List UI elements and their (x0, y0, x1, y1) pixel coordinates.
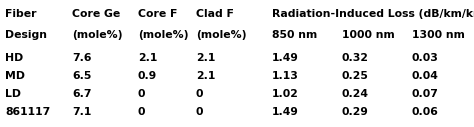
Text: 7.6: 7.6 (72, 53, 91, 63)
Text: (mole%): (mole%) (196, 30, 246, 40)
Text: 1.49: 1.49 (272, 53, 299, 63)
Text: 0.29: 0.29 (342, 107, 369, 117)
Text: Radiation-Induced Loss (dB/km/krad: Radiation-Induced Loss (dB/km/krad (272, 9, 474, 19)
Text: 0: 0 (196, 89, 203, 99)
Text: 0: 0 (196, 107, 203, 117)
Text: Fiber: Fiber (5, 9, 36, 19)
Text: 1.49: 1.49 (272, 107, 299, 117)
Text: Core F: Core F (138, 9, 177, 19)
Text: Clad F: Clad F (196, 9, 234, 19)
Text: 0.25: 0.25 (342, 71, 369, 81)
Text: 0.06: 0.06 (412, 107, 439, 117)
Text: 0.04: 0.04 (412, 71, 439, 81)
Text: LD: LD (5, 89, 21, 99)
Text: 861117: 861117 (5, 107, 50, 117)
Text: 0.03: 0.03 (412, 53, 439, 63)
Text: 850 nm: 850 nm (272, 30, 317, 40)
Text: (mole%): (mole%) (72, 30, 122, 40)
Text: 1000 nm: 1000 nm (342, 30, 395, 40)
Text: Core Ge: Core Ge (72, 9, 120, 19)
Text: 0.9: 0.9 (138, 71, 157, 81)
Text: MD: MD (5, 71, 25, 81)
Text: 2.1: 2.1 (138, 53, 157, 63)
Text: HD: HD (5, 53, 23, 63)
Text: 0: 0 (138, 107, 146, 117)
Text: 6.7: 6.7 (72, 89, 91, 99)
Text: 7.1: 7.1 (72, 107, 91, 117)
Text: 0.24: 0.24 (342, 89, 369, 99)
Text: 1300 nm: 1300 nm (412, 30, 465, 40)
Text: 2.1: 2.1 (196, 53, 215, 63)
Text: 0.32: 0.32 (342, 53, 369, 63)
Text: 0.07: 0.07 (412, 89, 439, 99)
Text: (mole%): (mole%) (138, 30, 189, 40)
Text: 1.02: 1.02 (272, 89, 299, 99)
Text: 6.5: 6.5 (72, 71, 91, 81)
Text: 1.13: 1.13 (272, 71, 299, 81)
Text: Design: Design (5, 30, 47, 40)
Text: 0: 0 (138, 89, 146, 99)
Text: 2.1: 2.1 (196, 71, 215, 81)
